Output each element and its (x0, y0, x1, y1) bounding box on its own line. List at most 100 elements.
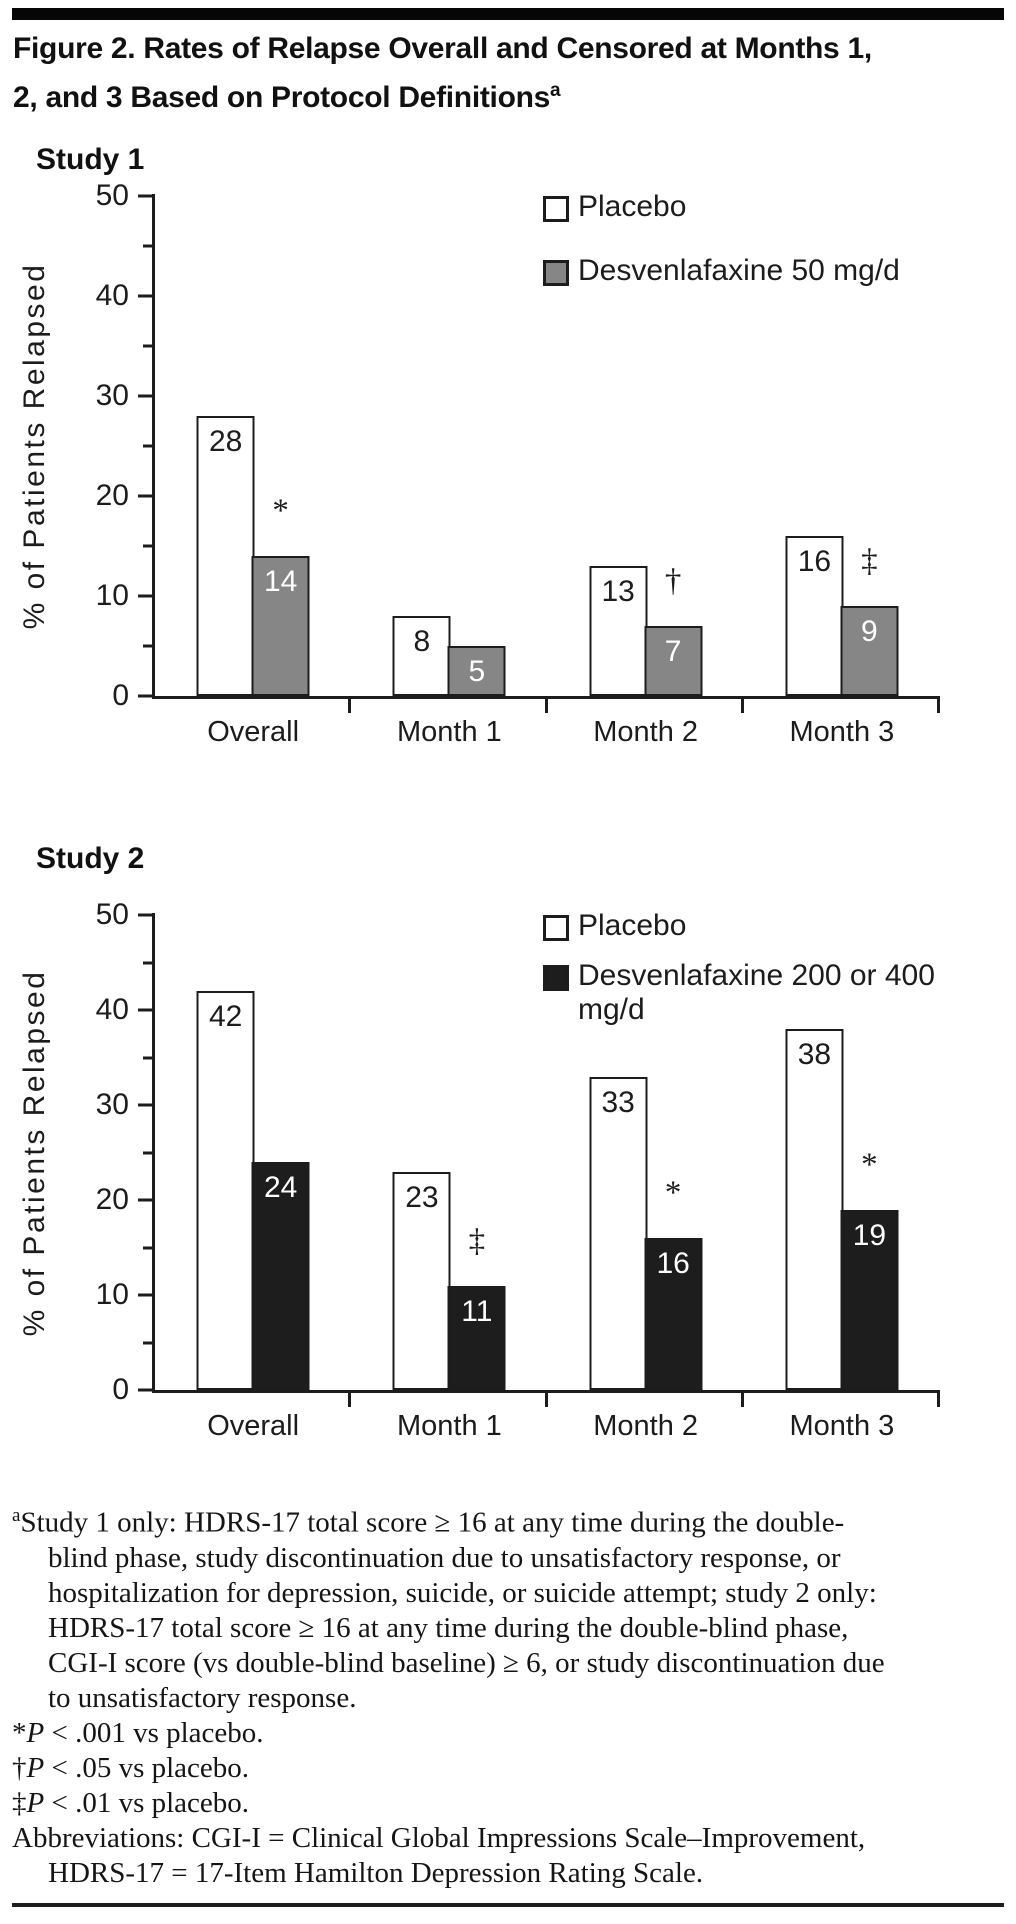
bar-value-label: 5 (468, 655, 486, 688)
bar-value-label: 24 (263, 1171, 298, 1204)
footnotes: aStudy 1 only: HDRS-17 total score ≥ 16 … (12, 1498, 1012, 1891)
significance-marker: * (272, 493, 289, 529)
bar-value-label: 33 (601, 1085, 635, 1119)
drug-bar: 9 (840, 606, 899, 696)
y-axis-tick (143, 1246, 152, 1249)
footnote-p05: †P < .05 vs placebo. (12, 1751, 250, 1784)
y-axis-tick (138, 494, 152, 498)
category-label: Overall (207, 1410, 300, 1442)
y-tick-label: 10 (95, 579, 129, 612)
bar-group-month1: 8 5 (351, 196, 547, 696)
y-axis-tick (138, 694, 152, 698)
footnote-a-line: CGI-I score (vs double-blind baseline) ≥… (48, 1646, 885, 1679)
y-axis-tick (143, 1056, 152, 1059)
x-axis-tick (544, 699, 548, 713)
bar-value-label: 7 (664, 635, 682, 668)
x-axis-tick (937, 1393, 940, 1407)
drug-bar: 5 (447, 646, 506, 696)
abbreviations-line: Abbreviations: CGI-I = Clinical Global I… (12, 1821, 866, 1854)
drug-swatch (543, 260, 569, 286)
y-axis-tick (143, 1151, 152, 1154)
y-axis-tick (143, 444, 152, 448)
y-axis-tick (138, 1388, 152, 1392)
placebo-bar: 23 (392, 1171, 451, 1390)
legend: Placebo Desvenlafaxine 50 mg/d (543, 190, 900, 318)
y-tick-label: 50 (95, 179, 129, 212)
study2-heading: Study 2 (36, 842, 145, 875)
placebo-bar: 38 (785, 1029, 844, 1390)
y-axis-tick (138, 1103, 152, 1107)
y-tick-label: 50 (95, 898, 129, 931)
bar-group-month2: 13 7 † (548, 196, 744, 696)
y-tick-label: 0 (112, 1373, 129, 1406)
category-label: Overall (207, 716, 300, 748)
y-tick-label: 30 (95, 1088, 129, 1121)
bar-value-label: 8 (413, 625, 431, 658)
study2-chart: % of Patients Relapsed 50 40 30 20 10 0 … (18, 898, 940, 1442)
y-tick-label: 20 (95, 1183, 129, 1216)
legend-label: Desvenlafaxine 50 mg/d (578, 254, 900, 287)
y-axis-tick (143, 544, 152, 548)
y-axis-tick (138, 1293, 152, 1297)
y-axis-tick (143, 644, 152, 648)
bar-group-month1: 23 11 ‡ (351, 915, 547, 1390)
placebo-bar: 42 (196, 991, 255, 1390)
y-axis-title: % of Patients Relapsed (18, 969, 51, 1336)
legend: Placebo Desvenlafaxine 200 or 400 mg/d (543, 909, 940, 1043)
drug-bar: 11 (447, 1285, 506, 1390)
bar-value-label: 19 (852, 1218, 887, 1252)
x-axis-tick (348, 699, 352, 713)
bar-value-label: 13 (601, 575, 635, 608)
legend-item-placebo: Placebo (543, 909, 940, 943)
x-axis-line (152, 696, 940, 699)
significance-marker: † (664, 563, 682, 599)
drug-bar: 24 (251, 1162, 310, 1390)
legend-label: Placebo (578, 190, 687, 223)
y-axis-tick (143, 1341, 152, 1344)
top-rule (12, 8, 1004, 20)
y-tick-label: 0 (112, 679, 129, 712)
legend-item-drug: Desvenlafaxine 50 mg/d (543, 254, 900, 288)
drug-bar: 16 (644, 1238, 703, 1390)
y-axis-tick (138, 1008, 152, 1012)
y-axis-tick (138, 194, 152, 198)
y-axis-tick (138, 913, 152, 917)
bar-value-label: 28 (208, 425, 243, 458)
significance-marker: * (664, 1175, 682, 1211)
bar-value-label: 42 (208, 1000, 243, 1033)
y-axis-title: % of Patients Relapsed (18, 262, 51, 630)
placebo-bar: 16 (785, 536, 844, 696)
abbreviations-line: HDRS-17 = 17-Item Hamilton Depression Ra… (48, 1856, 704, 1889)
footnote-p001: *P < .001 vs placebo. (12, 1716, 264, 1749)
figure-title-superscript: a (550, 80, 561, 101)
bar-group-overall: 28 14 * (155, 196, 351, 696)
footnote-a-line: hospitalization for depression, suicide,… (48, 1576, 877, 1609)
x-axis-tick (544, 1393, 548, 1407)
legend-label: Desvenlafaxine 200 or 400 mg/d (578, 959, 935, 1026)
category-label: Month 2 (593, 1410, 699, 1442)
placebo-swatch (543, 915, 569, 941)
placebo-bar: 8 (392, 616, 451, 696)
bar-group-month3: 16 9 ‡ (744, 196, 940, 696)
y-axis-tick (143, 961, 152, 964)
y-tick-label: 20 (95, 479, 129, 512)
category-label: Month 2 (593, 716, 699, 748)
category-label: Month 1 (396, 716, 502, 748)
bottom-rule (12, 1903, 1004, 1907)
footnote-a-superscript: a (12, 1505, 21, 1526)
y-axis-line (152, 913, 155, 1393)
category-label: Month 3 (789, 1410, 895, 1442)
significance-marker: ‡ (861, 543, 878, 579)
drug-bar: 7 (644, 626, 703, 696)
bar-value-label: 9 (861, 615, 878, 648)
drug-swatch (543, 965, 569, 991)
legend-item-placebo: Placebo (543, 190, 900, 224)
bar-group-month3: 38 19 * (744, 915, 940, 1390)
figure-title: Figure 2. Rates of Relapse Overall and C… (13, 28, 1008, 119)
y-axis-tick (138, 294, 152, 298)
study1-heading: Study 1 (36, 143, 145, 176)
y-tick-label: 30 (95, 379, 129, 412)
bar-value-label: 16 (797, 545, 832, 578)
figure-title-line2: 2, and 3 Based on Protocol Definitionsa (13, 80, 561, 114)
footnote-p01: ‡P < .01 vs placebo. (12, 1786, 250, 1819)
